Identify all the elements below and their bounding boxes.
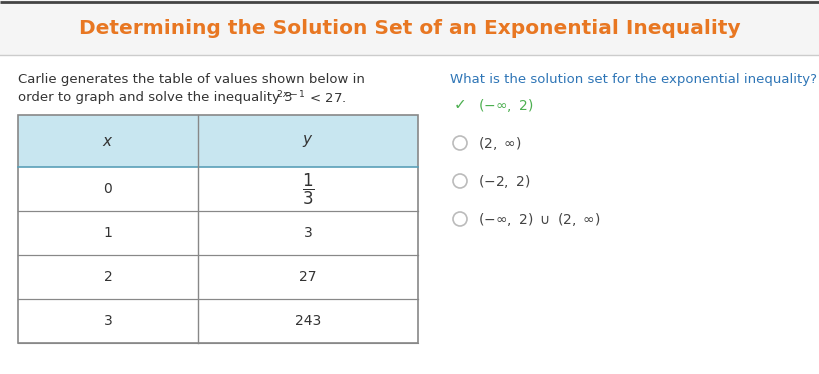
Text: 0: 0 bbox=[104, 182, 112, 196]
Text: 3: 3 bbox=[304, 226, 312, 240]
Text: What is the solution set for the exponential inequality?: What is the solution set for the exponen… bbox=[450, 73, 817, 86]
Text: Carlie generates the table of values shown below in: Carlie generates the table of values sho… bbox=[18, 73, 365, 86]
Text: Determining the Solution Set of an Exponential Inequality: Determining the Solution Set of an Expon… bbox=[79, 19, 741, 38]
Text: 1: 1 bbox=[103, 226, 112, 240]
Text: $\mathbf{\mathit{x}}$: $\mathbf{\mathit{x}}$ bbox=[102, 134, 114, 148]
Text: $^{2x-1}$ < 27.: $^{2x-1}$ < 27. bbox=[276, 90, 346, 107]
Text: 2: 2 bbox=[104, 270, 112, 284]
Text: $\dfrac{1}{3}$: $\dfrac{1}{3}$ bbox=[301, 171, 314, 206]
Text: $(-2,\ 2)$: $(-2,\ 2)$ bbox=[478, 172, 531, 190]
Bar bbox=[18, 115, 418, 167]
Text: 243: 243 bbox=[295, 314, 321, 328]
Text: 27: 27 bbox=[299, 270, 317, 284]
Text: 3: 3 bbox=[104, 314, 112, 328]
Bar bbox=[18, 115, 418, 343]
Text: order to graph and solve the inequality 3: order to graph and solve the inequality … bbox=[18, 91, 292, 104]
Text: $(2,\ \infty)$: $(2,\ \infty)$ bbox=[478, 135, 522, 151]
Text: $(-\infty,\ 2)\ \cup\ (2,\ \infty)$: $(-\infty,\ 2)\ \cup\ (2,\ \infty)$ bbox=[478, 211, 600, 227]
Text: $(-\infty,\ 2)$: $(-\infty,\ 2)$ bbox=[478, 96, 533, 113]
Bar bbox=[0, 0, 819, 55]
Text: ✓: ✓ bbox=[454, 98, 466, 113]
Text: $\mathbf{\mathit{y}}$: $\mathbf{\mathit{y}}$ bbox=[302, 133, 314, 149]
